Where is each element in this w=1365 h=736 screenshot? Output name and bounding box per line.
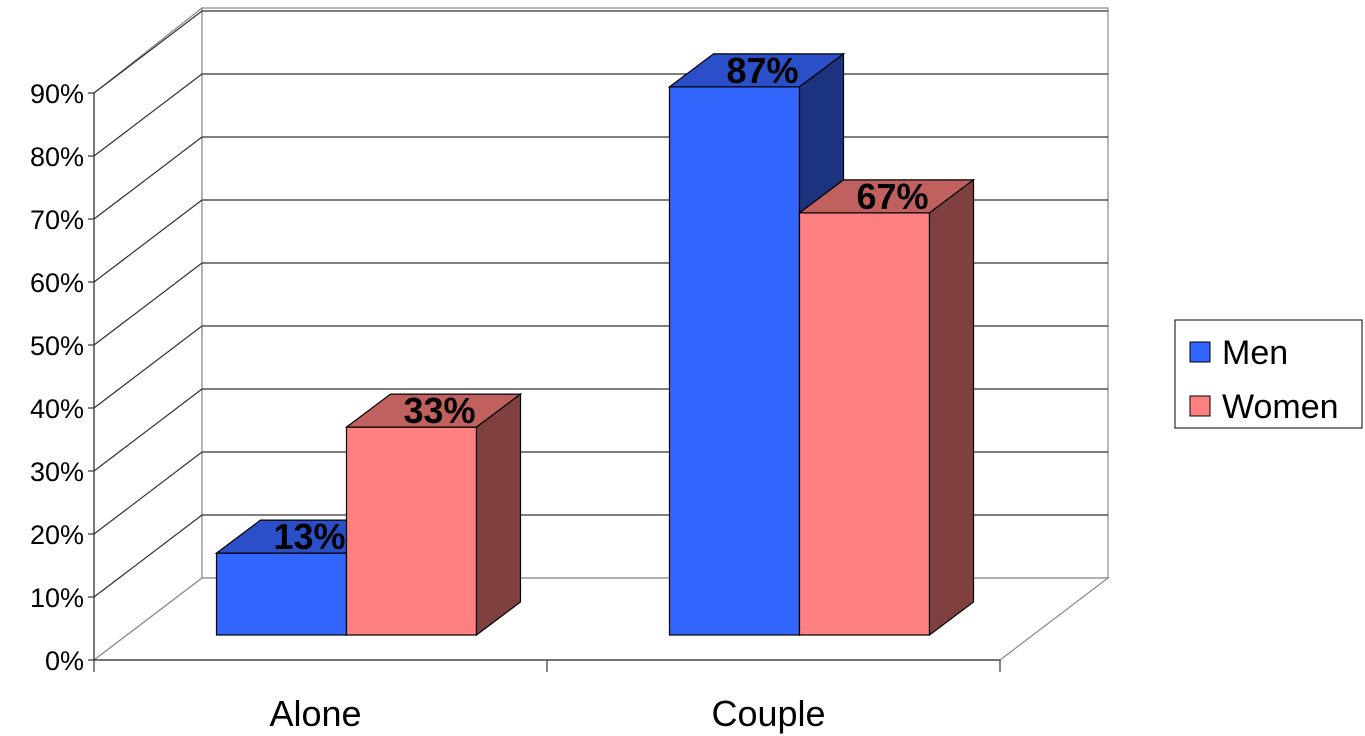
bar-women-alone (344, 392, 523, 637)
gridline-side (93, 10, 203, 94)
y-tick-label: 80% (30, 142, 84, 172)
gridline-side (93, 325, 203, 409)
y-tick-label: 0% (45, 646, 84, 676)
x-tick-label: Couple (711, 693, 825, 734)
data-labels: 13% 33% 87% 67% (273, 50, 928, 557)
gridline-side (93, 199, 203, 283)
y-tick-label: 20% (30, 520, 84, 550)
bar-side (475, 392, 522, 637)
legend: Men Women (1174, 319, 1363, 429)
y-tick-label: 50% (30, 331, 84, 361)
bar-women-couple (797, 178, 976, 637)
data-label: 13% (273, 516, 345, 557)
gridline-side (93, 388, 203, 472)
data-label: 67% (856, 176, 928, 217)
y-axis: 0% 10% 20% 30% 40% 50% 60% 70% 80% 90% (30, 79, 95, 676)
y-tick-label: 40% (30, 394, 84, 424)
legend-label-women: Women (1222, 388, 1339, 426)
legend-swatch-women (1189, 395, 1211, 417)
bars (214, 52, 976, 637)
data-label: 33% (403, 390, 475, 431)
bar-front (668, 86, 801, 636)
y-tick-label: 90% (30, 79, 84, 109)
gridline-side (93, 73, 203, 157)
side-wall (93, 6, 203, 662)
y-tick-label: 70% (30, 205, 84, 235)
bar-front (345, 426, 478, 636)
y-tick-label: 30% (30, 457, 84, 487)
y-tick-label: 60% (30, 268, 84, 298)
gridline-side (93, 136, 203, 220)
gridline-side (93, 451, 203, 535)
y-tick-label: 10% (30, 583, 84, 613)
gridline-side (93, 262, 203, 346)
legend-label-men: Men (1222, 334, 1288, 372)
bar-side (928, 178, 975, 637)
data-label: 87% (726, 50, 798, 91)
x-axis: Alone Couple (93, 659, 1001, 734)
bar-front (215, 552, 348, 636)
legend-swatch-men (1189, 341, 1211, 363)
gridline-side (93, 514, 203, 598)
bar-front (798, 212, 931, 636)
x-tick-label: Alone (269, 693, 361, 734)
